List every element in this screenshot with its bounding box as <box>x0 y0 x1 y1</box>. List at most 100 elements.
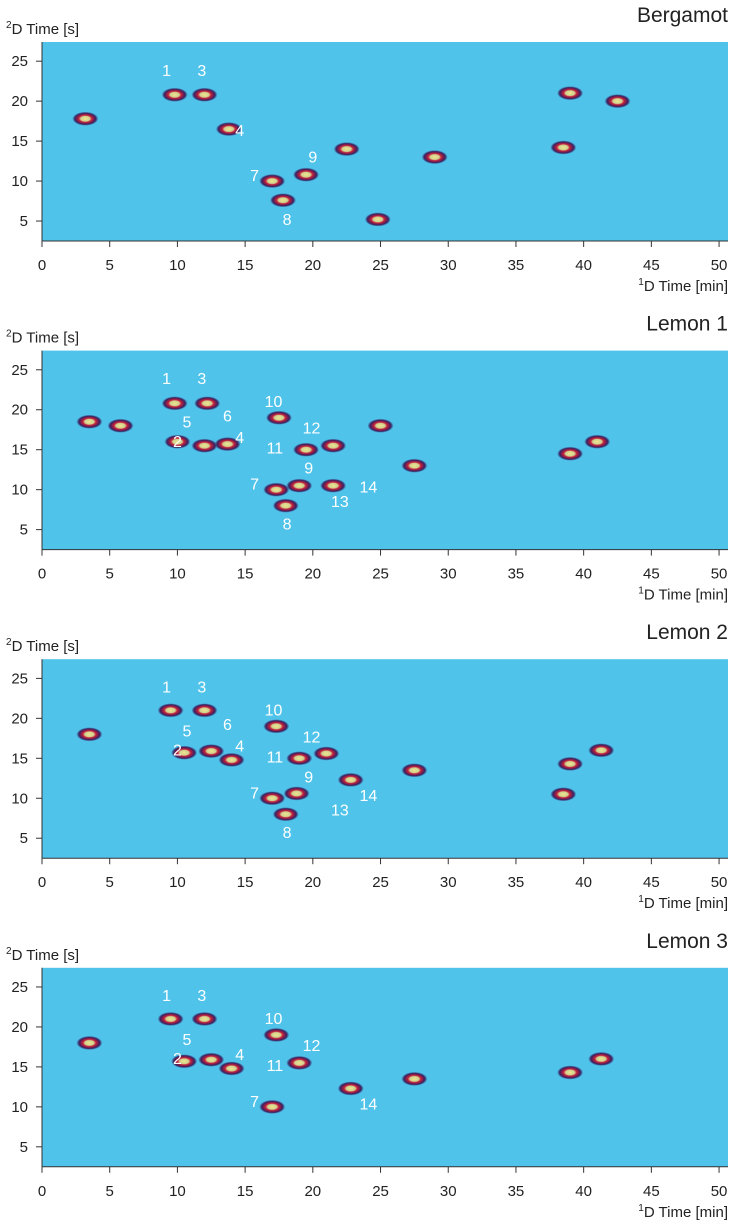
x-tick-label: 5 <box>106 257 114 274</box>
x-tick-label: 25 <box>372 874 389 891</box>
peak <box>557 756 584 771</box>
peak <box>214 437 241 452</box>
panel-title: Lemon 3 <box>646 930 728 953</box>
peak-label: 5 <box>182 1032 191 1049</box>
peak-label: 11 <box>267 441 284 458</box>
peak-label: 14 <box>359 479 377 496</box>
x-tick-label: 5 <box>106 1183 114 1200</box>
x-tick-label: 15 <box>237 874 254 891</box>
peak <box>550 140 577 155</box>
x-tick-label: 50 <box>711 257 728 274</box>
x-tick-label: 40 <box>575 1183 592 1200</box>
plot-area <box>42 42 728 241</box>
y-tick-label: 25 <box>11 362 28 379</box>
peak-label: 6 <box>223 717 232 734</box>
peak-label: 11 <box>267 749 284 766</box>
peak-label: 9 <box>308 149 317 166</box>
x-tick-label: 25 <box>372 566 389 583</box>
x-axis-label: 1D Time [min] <box>638 277 728 295</box>
x-tick-label: 10 <box>169 566 186 583</box>
x-tick-label: 45 <box>643 1183 660 1200</box>
x-tick-label: 45 <box>643 874 660 891</box>
x-axis-label-sup: 1 <box>638 894 644 905</box>
peak-label: 11 <box>267 1058 284 1075</box>
peak <box>272 807 299 822</box>
peak <box>320 478 347 493</box>
x-tick-label: 40 <box>575 566 592 583</box>
peak <box>337 1081 364 1096</box>
x-tick-label: 15 <box>237 257 254 274</box>
peak-label: 12 <box>303 729 321 746</box>
peak-label: 3 <box>197 679 206 696</box>
panel: Lemon 32D Time [s]1D Time [min]0 5 10 15 20 2… <box>6 930 728 1221</box>
panel-title: Lemon 2 <box>646 621 728 644</box>
peak <box>191 438 218 453</box>
peak <box>272 498 299 513</box>
y-tick-label: 15 <box>11 750 28 767</box>
y-axis-label-text: D Time [s] <box>12 947 80 964</box>
x-axis-label-text: D Time [min] <box>644 895 728 912</box>
y-tick-label: 20 <box>11 710 28 727</box>
peak <box>584 434 611 449</box>
peak <box>263 482 290 497</box>
peak <box>286 751 313 766</box>
x-tick-label: 20 <box>304 874 321 891</box>
y-tick-label: 10 <box>11 482 28 499</box>
y-tick-label: 15 <box>11 1059 28 1076</box>
peak <box>157 703 184 718</box>
x-axis-label-sup: 1 <box>638 277 644 288</box>
peak-label: 8 <box>283 517 292 534</box>
peak <box>164 434 191 449</box>
peak-label: 5 <box>182 723 191 740</box>
x-tick-label: 10 <box>169 874 186 891</box>
peak <box>76 414 103 429</box>
peak <box>215 122 242 137</box>
x-tick-label: 45 <box>643 257 660 274</box>
x-tick-label: 40 <box>575 257 592 274</box>
y-axis-label: 2D Time [s] <box>6 637 79 655</box>
peak-label: 14 <box>359 1097 377 1114</box>
x-tick-label: 0 <box>38 257 46 274</box>
peak-label: 4 <box>235 430 244 447</box>
peak <box>333 142 360 157</box>
x-tick-label: 25 <box>372 1183 389 1200</box>
peak-label: 13 <box>331 494 349 511</box>
peak <box>191 703 218 718</box>
peak <box>293 442 320 457</box>
x-tick-label: 0 <box>38 874 46 891</box>
peak <box>259 1099 286 1114</box>
panel: Lemon 2 2D Time [s] 1D Time [min] 0 5 10 15 20 2… <box>6 621 728 912</box>
peak-label: 12 <box>303 1038 321 1055</box>
peak <box>293 167 320 182</box>
y-tick-label: 25 <box>11 53 28 70</box>
peak-label: 5 <box>182 415 191 432</box>
x-axis-label-text: D Time [min] <box>644 1204 728 1221</box>
peak-label: 10 <box>265 1011 283 1028</box>
y-axis-label-text: D Time [s] <box>12 330 80 347</box>
y-axis-label-sup: 2 <box>6 329 12 340</box>
peak <box>320 438 347 453</box>
peak-label: 9 <box>304 769 313 786</box>
x-tick-label: 35 <box>508 566 525 583</box>
peak-label: 6 <box>223 408 232 425</box>
peak-label: 1 <box>162 371 171 388</box>
peak <box>313 746 340 761</box>
x-tick-label: 35 <box>508 874 525 891</box>
peak-label: 4 <box>235 1047 244 1064</box>
peak <box>401 763 428 778</box>
peak <box>198 744 225 759</box>
x-tick-label: 10 <box>169 1183 186 1200</box>
peak <box>161 396 188 411</box>
peak <box>286 478 313 493</box>
x-tick-label: 5 <box>106 874 114 891</box>
x-tick-label: 40 <box>575 874 592 891</box>
peak <box>557 86 584 101</box>
panel-title: Bergamot <box>637 4 728 27</box>
peak <box>286 1055 313 1070</box>
peak <box>263 1027 290 1042</box>
peak <box>218 1061 245 1076</box>
peak-label: 14 <box>359 788 377 805</box>
peak-label: 10 <box>265 703 283 720</box>
x-tick-label: 10 <box>169 257 186 274</box>
